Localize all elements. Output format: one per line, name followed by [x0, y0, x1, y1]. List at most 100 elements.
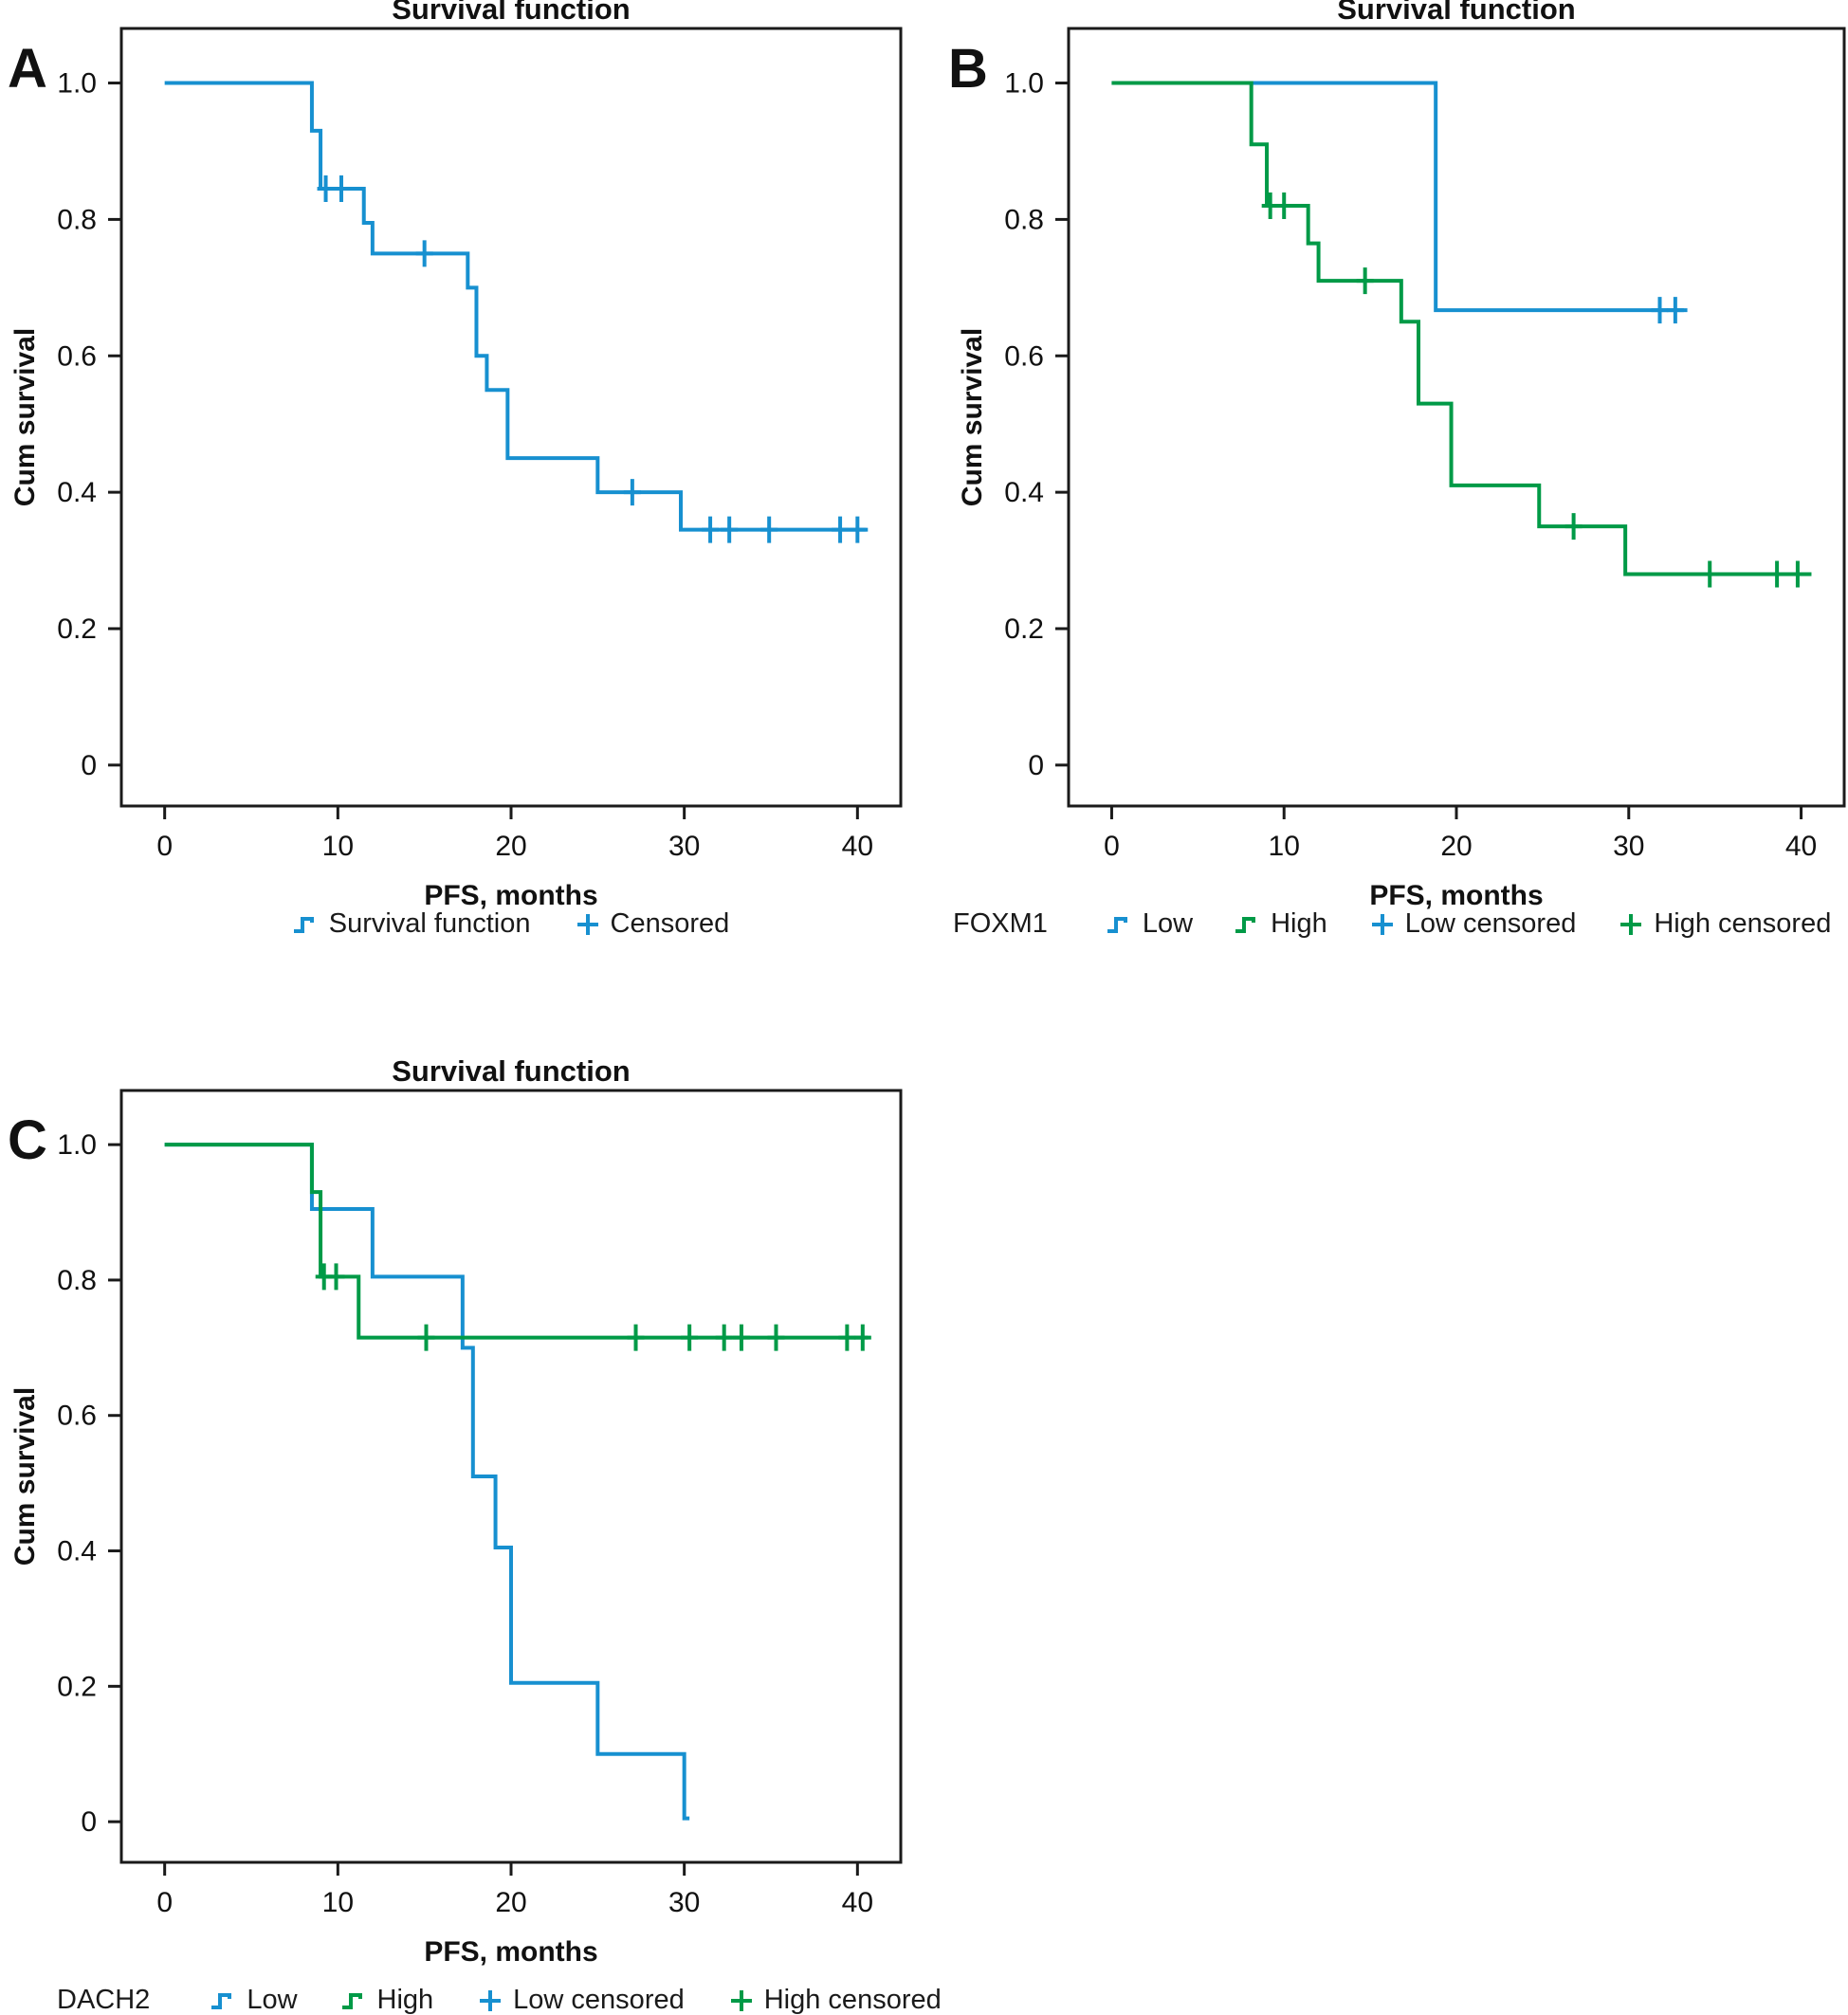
- censor-mark: [721, 516, 739, 543]
- y-tick-label: 0.8: [57, 204, 97, 235]
- censor-mark: [1356, 267, 1374, 295]
- plus-censored-icon: [480, 1989, 502, 2011]
- legend-item: Low: [210, 1985, 298, 2015]
- x-tick-label: 0: [156, 1887, 173, 1918]
- legend-item: High censored: [728, 1985, 942, 2015]
- censor-mark: [1768, 560, 1786, 588]
- panel-letter-c: C: [8, 1109, 47, 1171]
- legend-panel-b: FOXM1 Low High Low censored High censored: [953, 908, 1844, 940]
- km-curve-survival-function: [164, 81, 869, 532]
- plot-title: Survival function: [392, 0, 630, 26]
- plot-box: [119, 1089, 903, 1864]
- panel-a-survival-all: A Survival function 0 10 20 30 40 0 0.2 0.4 0.6 0.…: [0, 0, 929, 958]
- legend-item-label: High: [376, 1985, 434, 2015]
- censor-mark: [332, 175, 350, 203]
- plus-censored-icon: [576, 913, 598, 935]
- censor-mark: [1701, 560, 1719, 588]
- censor-mark: [415, 240, 433, 267]
- legend-item-label: Low: [1142, 908, 1194, 939]
- km-curve-high: [1111, 81, 1812, 577]
- y-tick-label: 0.4: [57, 477, 97, 508]
- y-tick-label: 0.8: [57, 1265, 97, 1296]
- y-tick-label: 0.6: [57, 340, 97, 372]
- plus-censored-icon: [730, 1989, 752, 2011]
- censor-mark: [1666, 297, 1684, 324]
- y-tick-label: 0.6: [1004, 340, 1044, 372]
- x-tick-label: 20: [1440, 831, 1472, 862]
- plus-censored-icon: [1371, 913, 1393, 935]
- x-tick-label: 20: [495, 1887, 526, 1918]
- x-tick-label: 30: [668, 831, 700, 862]
- legend-item: High: [341, 1985, 434, 2015]
- panel-letter-b: B: [948, 38, 988, 100]
- legend-item-label: Low: [247, 1985, 298, 2015]
- censor-mark: [627, 1324, 645, 1351]
- legend-item: Survival function: [293, 908, 531, 940]
- censor-mark: [732, 1324, 750, 1351]
- censor-mark: [767, 1324, 785, 1351]
- km-plot-c: Survival function 0 10 20 30 40 0 0.2 0.4 0.6 0.8 1…: [9, 1054, 903, 1968]
- y-axis-label: Cum survival: [957, 328, 988, 506]
- y-tick-label: 0.4: [57, 1536, 97, 1567]
- y-tick-label: 1.0: [57, 1129, 97, 1161]
- x-tick-label: 40: [842, 831, 873, 862]
- legend-item-label: High: [1271, 908, 1327, 939]
- plus-censored-icon: [1620, 913, 1642, 935]
- y-tick-label: 0: [81, 750, 97, 781]
- legend-item-label: Survival function: [328, 908, 531, 939]
- censor-mark: [317, 175, 335, 203]
- censor-mark: [849, 516, 867, 543]
- legend-panel-a: Survival function Censored: [121, 908, 901, 940]
- x-tick-label: 20: [495, 831, 526, 862]
- x-tick-label: 10: [322, 831, 354, 862]
- censor-mark: [1788, 560, 1806, 588]
- x-tick-label: 30: [1613, 831, 1644, 862]
- y-tick-label: 0: [1028, 750, 1044, 781]
- plot-box: [1067, 27, 1846, 808]
- km-plot-b: Survival function 0 10 20 30 40 0 0.2 0.4 0.6 0.8 1…: [957, 0, 1846, 911]
- panel-c-survival-dach2: C Survival function 0 10 20 30 40 0 0.2 0.4 0.6 0.…: [0, 1043, 942, 2015]
- x-tick-label: 40: [1785, 831, 1817, 862]
- legend-item-label: Censored: [610, 908, 730, 939]
- legend-item: Low censored: [1369, 908, 1577, 940]
- plot-title: Survival function: [1337, 0, 1575, 26]
- x-tick-label: 30: [668, 1887, 700, 1918]
- step-line-icon: [293, 916, 314, 933]
- x-tick-label: 10: [1269, 831, 1300, 862]
- censor-mark: [1275, 192, 1293, 220]
- step-line-icon: [341, 1992, 362, 2009]
- y-tick-label: 0.4: [1004, 477, 1044, 508]
- y-axis-label: Cum survival: [9, 1387, 41, 1566]
- step-line-icon: [1235, 916, 1256, 933]
- x-axis-label: PFS, months: [424, 880, 597, 911]
- x-tick-label: 0: [156, 831, 173, 862]
- x-axis-label: PFS, months: [424, 1936, 597, 1968]
- censor-mark: [853, 1324, 871, 1351]
- y-tick-label: 1.0: [1004, 68, 1044, 100]
- km-curve-low: [1111, 81, 1688, 313]
- legend-item-label: Low censored: [513, 1985, 685, 2015]
- x-tick-label: 40: [842, 1887, 873, 1918]
- km-curve-low: [164, 1143, 690, 1821]
- panel-letter-a: A: [8, 38, 47, 100]
- y-tick-label: 0.2: [57, 1671, 97, 1702]
- y-axis-label: Cum survival: [9, 328, 41, 506]
- x-tick-label: 10: [322, 1887, 354, 1918]
- legend-prefix: FOXM1: [953, 908, 1048, 939]
- legend-item-label: Low censored: [1404, 908, 1577, 939]
- panel-b-survival-foxm1: B Survival function 0 10 20 30 40 0 0.2 0.4 0.6 0.…: [910, 0, 1848, 958]
- censor-mark: [327, 1263, 345, 1291]
- legend-panel-c: DACH2 Low High Low censored High censored: [57, 1985, 942, 2015]
- legend-item: Low: [1107, 908, 1193, 940]
- x-axis-label: PFS, months: [1369, 880, 1543, 911]
- legend-prefix: DACH2: [57, 1985, 151, 2015]
- censor-mark: [623, 479, 641, 506]
- censor-mark: [702, 516, 720, 543]
- km-plot-a: Survival function 0 10 20 30 40 0 0.2 0.4 0.6 0.8 1…: [9, 0, 903, 911]
- censor-mark: [760, 516, 778, 543]
- censor-mark: [832, 516, 850, 543]
- legend-item-label: High censored: [763, 1985, 942, 2015]
- y-tick-label: 0: [81, 1806, 97, 1838]
- plot-title: Survival function: [392, 1054, 630, 1088]
